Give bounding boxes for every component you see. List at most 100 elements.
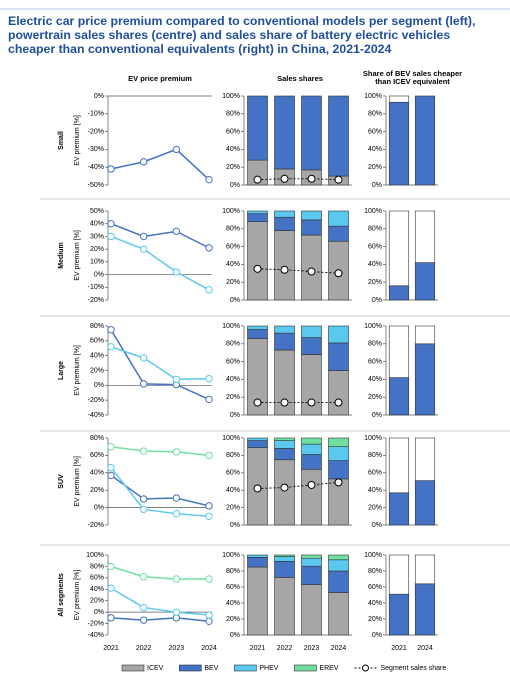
point (307, 480, 316, 489)
point (139, 573, 148, 581)
y-tick-label: 80% (90, 435, 104, 442)
bar-segment (328, 446, 349, 461)
point (172, 575, 181, 583)
y-tick-label: -20% (88, 128, 104, 135)
point (139, 603, 148, 612)
y-tick-label: 20% (226, 279, 240, 286)
y-axis-label: EV premium [%] (74, 456, 81, 507)
point (253, 264, 262, 273)
y-tick-label: 100% (222, 323, 240, 330)
y-tick-label: 0% (372, 297, 382, 304)
y-tick-label: 0% (372, 522, 382, 529)
y-tick-label: 0% (230, 182, 240, 189)
y-tick-label: 100% (364, 208, 382, 215)
series-line (257, 268, 339, 274)
y-tick-label: 30% (90, 233, 104, 240)
point (307, 398, 316, 407)
point (205, 617, 213, 625)
chart-title: Electric car price premium compared to c… (8, 14, 476, 56)
x-tick-label: 2021 (103, 645, 119, 652)
row-label: All segments (58, 573, 65, 617)
y-tick-label: 100% (364, 552, 382, 559)
bar-segment (301, 210, 322, 221)
point (172, 448, 181, 456)
x-tick-label: 2023 (304, 645, 320, 652)
y-tick-label: 50% (90, 208, 104, 215)
y-tick-label: -20% (88, 297, 104, 304)
bar-segment (388, 593, 410, 636)
series-line (110, 587, 210, 616)
bar-segment (274, 230, 295, 301)
bar-segment (301, 584, 322, 636)
bar-segment (414, 343, 436, 416)
column-title: Sales shares (277, 74, 323, 83)
point (139, 354, 148, 362)
series-line (110, 148, 210, 181)
point (107, 584, 115, 592)
point (205, 451, 213, 460)
y-tick-label: 40% (368, 146, 382, 153)
legend-swatch (234, 664, 257, 672)
bar-segment (274, 216, 295, 231)
y-tick-label: 80% (368, 226, 382, 233)
y-tick-label: -20% (88, 522, 104, 529)
bar-segment (274, 561, 295, 578)
x-tick-label: 2022 (277, 645, 293, 652)
legend-label: BEV (204, 665, 218, 672)
y-tick-label: -40% (88, 632, 104, 639)
point (334, 269, 343, 278)
bar-segment (274, 440, 295, 449)
row-label: SUV (58, 474, 65, 489)
point (334, 398, 343, 407)
bar-segment (301, 219, 322, 236)
y-axis-label: EV premium [%] (74, 570, 81, 621)
y-tick-label: 20% (226, 394, 240, 401)
series-line (110, 223, 210, 249)
bar-segment (301, 454, 322, 470)
bar-segment (301, 234, 322, 301)
bar-segment (301, 337, 322, 355)
bar-segment (388, 492, 410, 526)
point (205, 175, 213, 184)
y-tick-label: 60% (226, 128, 240, 135)
y-tick-label: -40% (88, 164, 104, 171)
y-tick-label: 60% (90, 452, 104, 459)
bar-segment (274, 554, 295, 557)
series-line (257, 481, 339, 489)
y-tick-label: 80% (368, 341, 382, 348)
bar-segment (328, 210, 349, 227)
bar-segment (274, 210, 295, 218)
y-tick-label: 60% (90, 338, 104, 345)
legend-swatch (121, 664, 145, 672)
bar-segment (388, 95, 410, 103)
y-tick-label: 80% (368, 111, 382, 118)
point (172, 145, 181, 154)
y-tick-label: 100% (364, 323, 382, 330)
point (107, 343, 115, 351)
point (172, 608, 181, 616)
legend-swatch (294, 664, 317, 672)
point (172, 268, 181, 276)
bar-segment (274, 325, 295, 334)
y-tick-label: 40% (90, 586, 104, 593)
x-tick-label: 2021 (391, 645, 407, 652)
y-tick-label: 0% (230, 632, 240, 639)
y-tick-label: 40% (90, 353, 104, 360)
point (172, 375, 181, 384)
y-tick-label: 40% (368, 487, 382, 494)
point (139, 505, 148, 514)
y-tick-label: 0% (230, 297, 240, 304)
point (205, 502, 213, 510)
legend-label: PHEV (259, 665, 278, 672)
y-tick-label: 80% (226, 568, 240, 575)
bar-segment (301, 554, 322, 559)
bar-segment (247, 557, 268, 568)
bar-segment (301, 557, 322, 567)
y-tick-label: 0% (94, 93, 104, 100)
point (107, 220, 115, 228)
y-tick-label: -20% (88, 620, 104, 627)
column-title: EV price premium (128, 74, 192, 83)
bar-segment (328, 342, 349, 371)
series-line (110, 467, 210, 518)
